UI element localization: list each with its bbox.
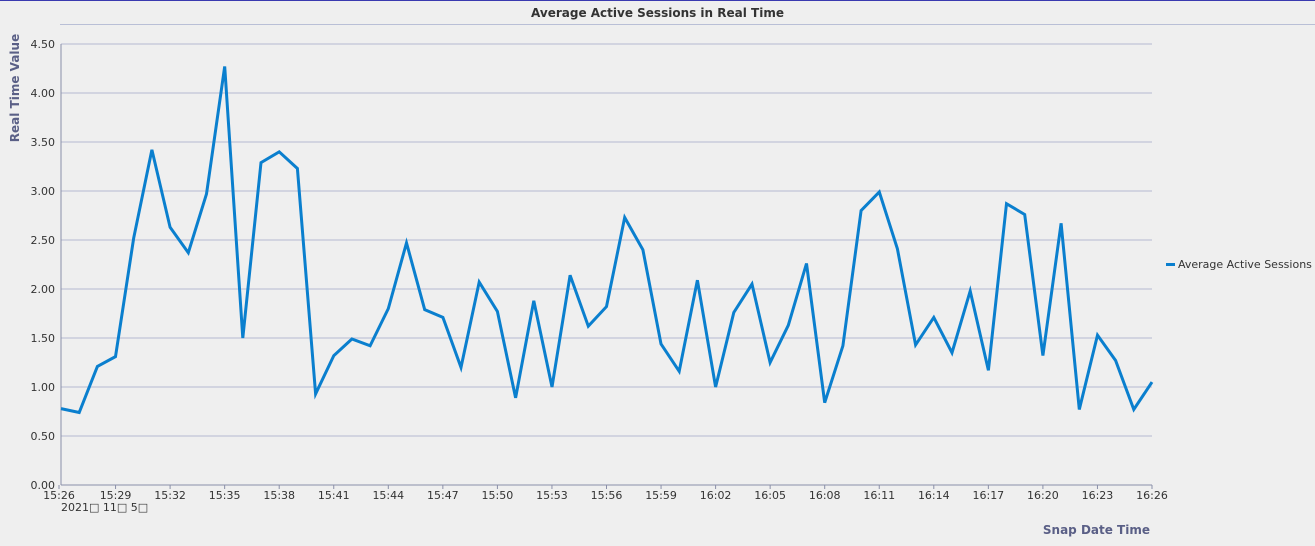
x-tick-label: 16:20 <box>1027 489 1059 502</box>
x-tick-label: 15:47 <box>427 489 459 502</box>
legend: Average Active Sessions <box>1166 258 1312 271</box>
series-line <box>60 66 1154 415</box>
y-tick-label: 1.00 <box>31 381 56 394</box>
x-tick-label: 15:41 <box>318 489 350 502</box>
x-tick-label: 15:56 <box>591 489 623 502</box>
legend-label: Average Active Sessions <box>1178 258 1312 271</box>
y-tick-label: 4.00 <box>31 87 56 100</box>
x-tick-label: 15:53 <box>536 489 568 502</box>
x-tick-label: 15:29 <box>100 489 132 502</box>
x-tick-label: 15:26 <box>43 489 75 502</box>
grid-lines <box>61 43 1152 437</box>
x-tick-labels: 15:26 15:29 15:32 15:35 15:38 15:41 15:44 15:47… <box>43 489 1168 502</box>
y-tick-label: 3.00 <box>31 185 56 198</box>
x-tick-label: 16:14 <box>918 489 950 502</box>
x-tick-label: 16:02 <box>700 489 732 502</box>
x-axis-label: Snap Date Time <box>1043 523 1150 537</box>
y-tick-label: 2.50 <box>31 234 56 247</box>
y-tick-label: 2.00 <box>31 283 56 296</box>
x-date-label: 2021□ 11□ 5□ <box>61 501 148 514</box>
x-tick-label: 16:08 <box>809 489 841 502</box>
chart-title: Average Active Sessions in Real Time <box>531 6 784 20</box>
x-tick-label: 16:17 <box>972 489 1004 502</box>
y-tick-label: 0.00 <box>31 479 56 492</box>
x-tick-label: 15:38 <box>263 489 295 502</box>
title-divider <box>60 24 1315 25</box>
x-tick-label: 15:44 <box>372 489 404 502</box>
y-tick-labels: 0.00 0.50 1.00 1.50 2.00 2.50 3.00 3.50 4.00 4.50 <box>31 38 56 492</box>
axes <box>58 44 1153 489</box>
y-tick-label: 1.50 <box>31 332 56 345</box>
x-tick-label: 15:35 <box>209 489 241 502</box>
x-tick-label: 15:32 <box>154 489 186 502</box>
x-tick-label: 16:26 <box>1136 489 1168 502</box>
y-tick-label: 4.50 <box>31 38 56 51</box>
x-tick-label: 15:59 <box>645 489 677 502</box>
y-tick-label: 3.50 <box>31 136 56 149</box>
series-lines <box>60 66 1154 415</box>
y-tick-label: 0.50 <box>31 430 56 443</box>
x-tick-label: 15:50 <box>482 489 514 502</box>
y-axis-label: Real Time Value <box>8 34 22 142</box>
x-tick-label: 16:23 <box>1082 489 1114 502</box>
x-tick-label: 16:05 <box>754 489 786 502</box>
x-tick-label: 16:11 <box>863 489 895 502</box>
